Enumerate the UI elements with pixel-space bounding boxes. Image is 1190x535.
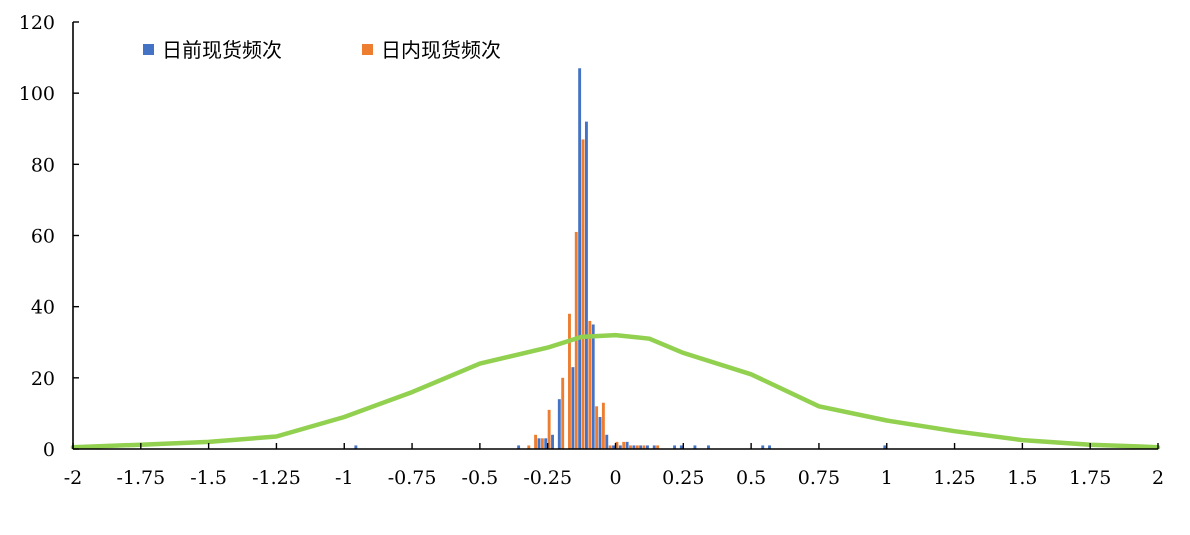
bar-intraday-10 <box>601 402 605 449</box>
bars-layer <box>354 68 887 449</box>
bar-day-ahead-14 <box>625 441 629 449</box>
bar-intraday-13 <box>622 441 626 449</box>
x-tick-label: 0 <box>609 467 621 489</box>
x-tick-label: -0.5 <box>462 467 499 489</box>
legend: 日前现货频次 日内现货频次 <box>143 38 501 62</box>
bar-intraday-1 <box>534 434 538 449</box>
bar-day-ahead-24 <box>768 445 771 449</box>
bar-intraday-12 <box>615 441 619 449</box>
bar-day-ahead-21 <box>693 445 697 449</box>
y-tick-label: 60 <box>31 226 55 248</box>
x-tick-label: -1.25 <box>252 467 301 489</box>
bar-day-ahead-3 <box>544 438 548 449</box>
axes-layer: -2 -1.75 -1.5 -1.25 -1 -0.75 -0.5 -0.25 0 0.25 0.5… <box>19 12 1164 489</box>
bar-intraday-11 <box>608 445 612 449</box>
bar-day-ahead-20 <box>679 445 683 449</box>
x-tick-label: 0.75 <box>798 467 840 489</box>
bar-intraday-16 <box>642 445 646 449</box>
x-tick-label: 1 <box>881 467 893 489</box>
bar-intraday-3 <box>547 409 551 449</box>
bar-day-ahead-0 <box>354 445 358 449</box>
bar-day-ahead-22 <box>707 445 710 449</box>
x-tick-label: -0.25 <box>523 467 572 489</box>
bar-day-ahead-4 <box>551 434 554 449</box>
bar-intraday-7 <box>581 139 585 449</box>
y-tick-label: 40 <box>31 297 55 319</box>
x-tick-label: -0.75 <box>388 467 437 489</box>
x-tick-label: -1 <box>335 467 354 489</box>
x-tick-label: 1.5 <box>1007 467 1037 489</box>
bar-day-ahead-17 <box>646 445 649 449</box>
x-tick-label: -1.5 <box>190 467 227 489</box>
x-tick-label: -1.75 <box>116 467 165 489</box>
bar-intraday-14 <box>629 445 632 449</box>
bar-intraday-17 <box>656 445 660 449</box>
y-tick-label: 120 <box>19 12 55 34</box>
bar-day-ahead-16 <box>639 445 643 449</box>
bar-intraday-5 <box>568 313 571 449</box>
line-layer <box>70 332 1161 450</box>
x-tick-label: 2 <box>1152 467 1164 489</box>
bar-day-ahead-1 <box>517 445 521 449</box>
bar-day-ahead-19 <box>673 445 677 449</box>
bar-day-ahead-9 <box>591 324 595 449</box>
bar-day-ahead-25 <box>883 445 887 449</box>
bar-intraday-2 <box>540 438 544 449</box>
bar-day-ahead-7 <box>578 68 582 449</box>
bar-day-ahead-6 <box>571 367 575 449</box>
legend-swatch-day-ahead <box>143 44 154 55</box>
bar-day-ahead-13 <box>618 445 622 449</box>
bar-day-ahead-2 <box>537 438 541 449</box>
legend-label-intraday: 日内现货频次 <box>381 38 501 62</box>
bar-intraday-15 <box>635 445 639 449</box>
bar-intraday-4 <box>561 377 565 449</box>
y-tick-label: 0 <box>43 439 55 461</box>
bar-day-ahead-8 <box>584 121 588 449</box>
x-tick-label: -2 <box>64 467 83 489</box>
x-tick-label: 1.25 <box>933 467 975 489</box>
y-tick-label: 20 <box>31 368 55 390</box>
bar-intraday-9 <box>595 406 599 449</box>
bar-day-ahead-10 <box>598 416 602 449</box>
y-tick-label: 80 <box>31 154 55 176</box>
bar-day-ahead-15 <box>632 445 636 449</box>
x-tick-label: 0.25 <box>662 467 704 489</box>
x-tick-label: 0.5 <box>736 467 766 489</box>
bar-intraday-8 <box>588 320 592 449</box>
bar-day-ahead-5 <box>557 399 561 449</box>
legend-swatch-intraday <box>362 44 373 55</box>
bar-intraday-0 <box>527 445 531 449</box>
bar-day-ahead-23 <box>761 445 765 449</box>
x-tick-label: 1.75 <box>1069 467 1111 489</box>
y-tick-label: 100 <box>19 83 55 105</box>
bar-day-ahead-18 <box>652 445 656 449</box>
bar-day-ahead-11 <box>605 434 609 449</box>
bar-day-ahead-12 <box>612 445 615 449</box>
fitted-curve-line <box>70 332 1161 450</box>
legend-label-day-ahead: 日前现货频次 <box>162 38 282 62</box>
